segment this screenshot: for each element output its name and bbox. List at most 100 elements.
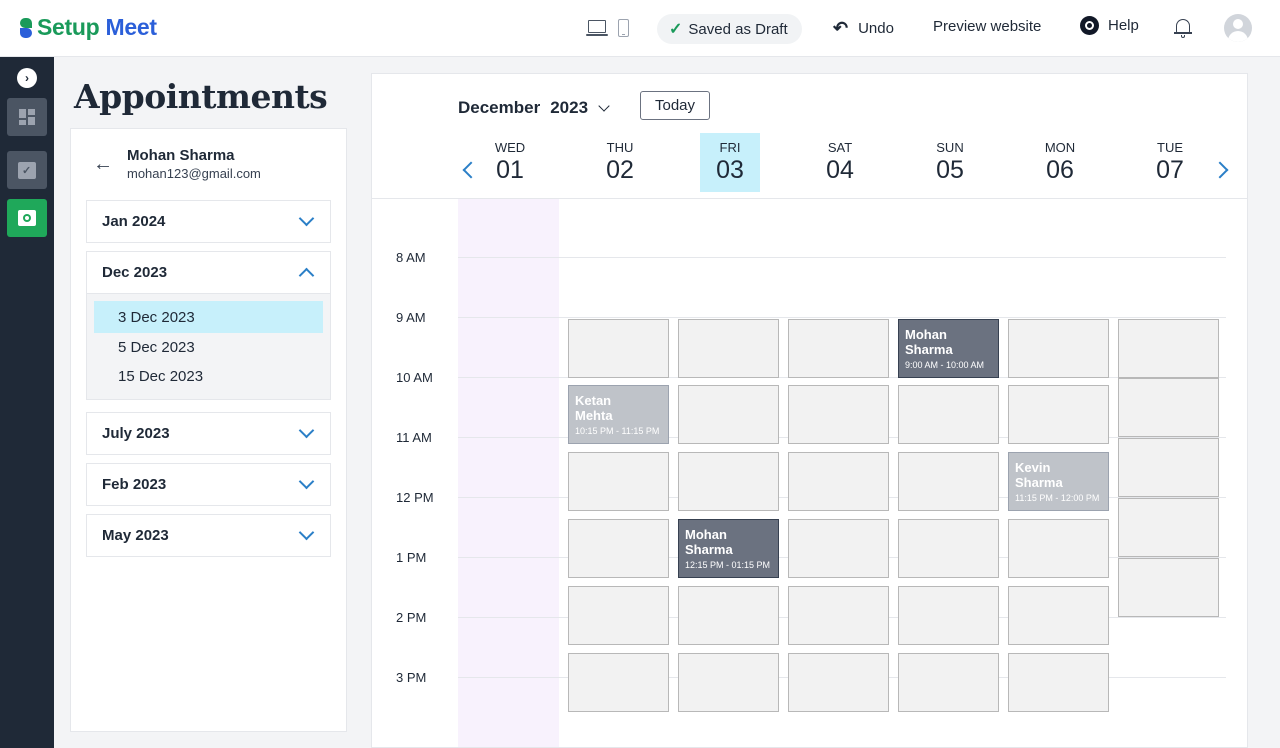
hour-label: 11 AM — [396, 430, 432, 445]
back-arrow-icon[interactable]: ← — [93, 153, 113, 175]
prev-week-icon[interactable] — [462, 161, 480, 179]
help-label: Help — [1108, 17, 1139, 34]
header-divider — [372, 198, 1247, 199]
hour-label: 8 AM — [396, 250, 426, 265]
expand-rail-icon[interactable]: › — [17, 68, 37, 88]
today-button[interactable]: Today — [640, 91, 710, 120]
user-name: Mohan Sharma — [127, 147, 235, 164]
draft-status-badge: ✓ Saved as Draft — [657, 14, 802, 44]
preview-website-button[interactable]: Preview website — [933, 18, 1042, 35]
calendar-check-icon — [18, 161, 36, 179]
next-week-icon[interactable] — [1211, 161, 1229, 179]
time-slot[interactable] — [1008, 586, 1109, 645]
time-slot[interactable] — [678, 385, 779, 444]
user-email: mohan123@gmail.com — [127, 166, 261, 181]
mobile-icon[interactable] — [618, 19, 629, 37]
page-title: Appointments — [74, 77, 328, 116]
logo-icon — [18, 15, 34, 41]
camera-icon — [18, 210, 36, 226]
time-slot[interactable] — [568, 586, 669, 645]
day-header[interactable]: WED 01 — [494, 140, 526, 184]
time-slot[interactable] — [788, 653, 889, 712]
hour-label: 9 AM — [396, 310, 426, 325]
time-slot[interactable] — [678, 319, 779, 378]
time-slot[interactable] — [788, 452, 889, 511]
hour-label: 12 PM — [396, 490, 434, 505]
check-icon: ✓ — [669, 21, 683, 38]
time-slot[interactable] — [568, 653, 669, 712]
time-slot[interactable] — [788, 519, 889, 578]
appointment-card[interactable]: Mohan Sharma 12:15 PM - 01:15 PM — [678, 519, 779, 578]
month-accordion[interactable]: July 2023 — [86, 412, 331, 455]
main-content: Appointments ← Mohan Sharma mohan123@gma… — [54, 57, 1280, 748]
time-slot[interactable] — [1008, 319, 1109, 378]
time-slot[interactable] — [898, 452, 999, 511]
appointment-card[interactable]: Ketan Mehta 10:15 PM - 11:15 PM — [568, 385, 669, 444]
appointments-panel: ← Mohan Sharma mohan123@gmail.com Jan 20… — [70, 128, 347, 732]
time-slot[interactable] — [1008, 519, 1109, 578]
time-slot[interactable] — [1008, 385, 1109, 444]
hour-label: 10 AM — [396, 370, 433, 385]
hour-label: 2 PM — [396, 610, 427, 625]
date-item[interactable]: 15 Dec 2023 — [118, 368, 204, 385]
time-slot[interactable] — [898, 519, 999, 578]
day-header[interactable]: SAT 04 — [826, 140, 854, 184]
past-day-column — [458, 199, 559, 747]
brand-logo[interactable]: Setup Meet — [18, 14, 157, 41]
avatar[interactable] — [1224, 14, 1252, 42]
time-slot[interactable] — [1118, 558, 1219, 617]
bell-icon[interactable] — [1173, 17, 1193, 39]
time-slot[interactable] — [568, 519, 669, 578]
hour-label: 3 PM — [396, 670, 427, 685]
time-slot[interactable] — [898, 385, 999, 444]
time-slot[interactable] — [678, 653, 779, 712]
help-button[interactable]: Help — [1080, 16, 1139, 35]
month-accordion[interactable]: Feb 2023 — [86, 463, 331, 506]
appointment-card[interactable]: Mohan Sharma 9:00 AM - 10:00 AM — [898, 319, 999, 378]
rail-item-meet[interactable] — [7, 199, 47, 237]
day-header[interactable]: SUN 05 — [936, 140, 964, 184]
chevron-down-icon — [598, 100, 610, 112]
hour-line — [458, 317, 1226, 318]
undo-label: Undo — [858, 20, 894, 37]
time-slot[interactable] — [1118, 438, 1219, 497]
month-year-selector[interactable]: December 2023 — [458, 98, 610, 118]
time-slot[interactable] — [568, 319, 669, 378]
undo-button[interactable]: ↶ Undo — [833, 18, 894, 39]
time-slot[interactable] — [898, 586, 999, 645]
month-accordion[interactable]: Jan 2024 — [86, 200, 331, 243]
time-slot[interactable] — [788, 586, 889, 645]
date-item[interactable]: 5 Dec 2023 — [118, 339, 195, 356]
dashboard-icon — [19, 109, 35, 125]
appointment-card[interactable]: Kevin Sharma 11:15 PM - 12:00 PM — [1008, 452, 1109, 511]
time-slot[interactable] — [678, 452, 779, 511]
day-header[interactable]: THU 02 — [606, 140, 634, 184]
time-slot[interactable] — [1008, 653, 1109, 712]
logo-text: Setup Meet — [37, 14, 157, 40]
time-slot[interactable] — [1118, 378, 1219, 437]
chevron-down-icon — [298, 524, 315, 541]
date-list: 3 Dec 2023 5 Dec 2023 15 Dec 2023 — [87, 293, 330, 399]
rail-item-calendar[interactable] — [7, 151, 47, 189]
time-slot[interactable] — [898, 653, 999, 712]
month-accordion[interactable]: May 2023 — [86, 514, 331, 557]
day-header-today[interactable]: FRI 03 — [700, 133, 760, 192]
hour-label: 1 PM — [396, 550, 427, 565]
time-slot[interactable] — [1118, 319, 1219, 378]
time-slot[interactable] — [788, 319, 889, 378]
month-label: Dec 2023 — [102, 264, 168, 281]
month-label: May 2023 — [102, 527, 169, 544]
lifebuoy-icon — [1080, 16, 1099, 35]
day-header[interactable]: MON 06 — [1044, 140, 1076, 184]
month-accordion-expanded[interactable]: Dec 2023 3 Dec 2023 5 Dec 2023 15 Dec 20… — [86, 251, 331, 400]
time-slot[interactable] — [678, 586, 779, 645]
chevron-down-icon — [298, 473, 315, 490]
time-slot[interactable] — [568, 452, 669, 511]
date-item-selected[interactable]: 3 Dec 2023 — [94, 301, 323, 333]
time-slot[interactable] — [1118, 498, 1219, 557]
month-label: December — [458, 98, 541, 117]
rail-item-dashboard[interactable] — [7, 98, 47, 136]
time-slot[interactable] — [788, 385, 889, 444]
desktop-icon[interactable] — [586, 20, 608, 37]
day-header[interactable]: TUE 07 — [1156, 140, 1184, 184]
